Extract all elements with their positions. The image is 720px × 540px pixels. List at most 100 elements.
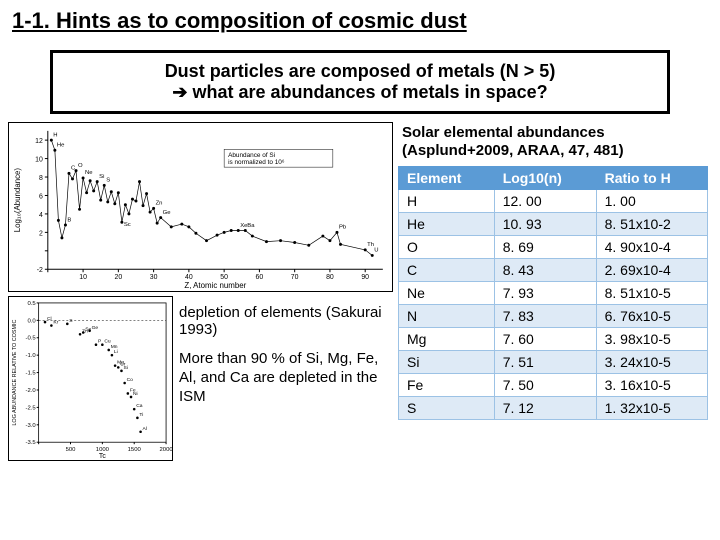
svg-text:-2: -2 <box>37 267 43 274</box>
table-cell: Mg <box>399 328 495 351</box>
abundance-chart: -224681012102030405060708090Z, Atomic nu… <box>8 122 393 292</box>
table-cell: Ne <box>399 282 495 305</box>
svg-text:90: 90 <box>361 274 369 281</box>
svg-text:H: H <box>53 132 57 138</box>
content-area: -224681012102030405060708090Z, Atomic nu… <box>0 122 720 461</box>
svg-text:Tc: Tc <box>99 453 106 460</box>
table-cell: 3. 16x10-5 <box>596 374 707 397</box>
svg-text:1500: 1500 <box>128 447 142 453</box>
svg-text:Si: Si <box>99 174 104 180</box>
table-row: He10. 938. 51x10-2 <box>399 213 708 236</box>
svg-text:12: 12 <box>35 138 43 145</box>
svg-text:20: 20 <box>115 274 123 281</box>
depletion-chart: -3.5-3.0-2.5-2.0-1.5-1.0-0.50.00.5500100… <box>8 296 173 461</box>
table-row: N7. 836. 76x10-5 <box>399 305 708 328</box>
right-column: Solar elemental abundances (Asplund+2009… <box>398 122 708 461</box>
svg-text:Zn: Zn <box>156 201 163 207</box>
svg-text:6: 6 <box>39 193 43 200</box>
table-cell: 10. 93 <box>494 213 596 236</box>
svg-text:2000: 2000 <box>160 447 172 453</box>
table-cell: Fe <box>399 374 495 397</box>
table-cell: N <box>399 305 495 328</box>
svg-text:60: 60 <box>256 274 264 281</box>
table-row: Fe7. 503. 16x10-5 <box>399 374 708 397</box>
svg-text:-0.5: -0.5 <box>25 336 36 342</box>
svg-text:0.5: 0.5 <box>27 301 36 307</box>
svg-text:U: U <box>374 248 378 254</box>
table-row: S7. 121. 32x10-5 <box>399 397 708 420</box>
text-block: depletion of elements (Sakurai 1993) Mor… <box>173 296 388 461</box>
table-cell: 1. 00 <box>596 190 707 213</box>
svg-text:-2.5: -2.5 <box>25 405 36 411</box>
svg-text:2: 2 <box>39 230 43 237</box>
table-cell: H <box>399 190 495 213</box>
svg-text:10: 10 <box>35 157 43 164</box>
slide-title: 1-1. Hints as to composition of cosmic d… <box>0 0 720 42</box>
table-cell: 8. 51x10-5 <box>596 282 707 305</box>
svg-text:Si: Si <box>123 365 127 371</box>
abundance-table: ElementLog10(n)Ratio to H H12. 001. 00He… <box>398 166 708 420</box>
table-row: C8. 432. 69x10-4 <box>399 259 708 282</box>
svg-text:Ge: Ge <box>92 325 99 331</box>
table-header: Ratio to H <box>596 167 707 190</box>
svg-text:8: 8 <box>39 175 43 182</box>
svg-text:LOG ABUNDANCE RELATIVE TO COSM: LOG ABUNDANCE RELATIVE TO COSMIC <box>12 319 18 425</box>
svg-text:Ba: Ba <box>247 223 255 229</box>
table-row: Ne7. 938. 51x10-5 <box>399 282 708 305</box>
table-cell: S <box>399 397 495 420</box>
svg-text:Co: Co <box>127 377 134 383</box>
table-cell: 7. 51 <box>494 351 596 374</box>
svg-text:Th: Th <box>367 242 374 248</box>
table-row: O8. 694. 90x10-4 <box>399 236 708 259</box>
table-cell: 4. 90x10-4 <box>596 236 707 259</box>
table-cell: 1. 32x10-5 <box>596 397 707 420</box>
table-cell: 3. 24x10-5 <box>596 351 707 374</box>
table-row: H12. 001. 00 <box>399 190 708 213</box>
table-row: Si7. 513. 24x10-5 <box>399 351 708 374</box>
svg-text:-1.0: -1.0 <box>25 353 36 359</box>
svg-text:Sc: Sc <box>124 222 131 228</box>
svg-text:500: 500 <box>66 447 77 453</box>
box-line1: Dust particles are composed of metals (N… <box>165 61 556 81</box>
table-cell: 7. 83 <box>494 305 596 328</box>
svg-text:30: 30 <box>150 274 158 281</box>
table-cell: 8. 43 <box>494 259 596 282</box>
svg-text:-1.5: -1.5 <box>25 371 36 377</box>
svg-text:S: S <box>69 318 73 324</box>
svg-text:10: 10 <box>79 274 87 281</box>
svg-text:-3.5: -3.5 <box>25 440 36 446</box>
table-cell: He <box>399 213 495 236</box>
svg-text:Pb: Pb <box>339 225 347 231</box>
table-cell: 7. 60 <box>494 328 596 351</box>
table-cell: 8. 51x10-2 <box>596 213 707 236</box>
svg-text:80: 80 <box>326 274 334 281</box>
svg-text:Z, Atomic number: Z, Atomic number <box>184 281 246 290</box>
svg-text:Log₁₀(Abundance): Log₁₀(Abundance) <box>13 168 22 233</box>
table-cell: 12. 00 <box>494 190 596 213</box>
highlight-box: Dust particles are composed of metals (N… <box>50 50 670 114</box>
svg-text:Cl: Cl <box>47 316 52 322</box>
table-cell: C <box>399 259 495 282</box>
bottom-row: -3.5-3.0-2.5-2.0-1.5-1.0-0.50.00.5500100… <box>8 296 398 461</box>
svg-text:is normalized to 10⁶: is normalized to 10⁶ <box>228 159 285 166</box>
svg-text:Al: Al <box>143 426 147 432</box>
svg-text:-3.0: -3.0 <box>25 423 36 429</box>
svg-text:B: B <box>67 217 71 223</box>
box-line2: ➔ what are abundances of metals in space… <box>67 82 653 103</box>
depletion-caption: depletion of elements (Sakurai 1993) <box>179 304 382 338</box>
svg-text:Ca: Ca <box>136 403 143 409</box>
svg-text:-2.0: -2.0 <box>25 388 36 394</box>
svg-text:Ti: Ti <box>139 412 143 418</box>
table-cell: Si <box>399 351 495 374</box>
svg-text:P: P <box>98 339 102 345</box>
table-cell: O <box>399 236 495 259</box>
svg-text:O: O <box>78 163 83 169</box>
svg-text:4: 4 <box>39 212 43 219</box>
table-row: Mg7. 603. 98x10-5 <box>399 328 708 351</box>
svg-text:S: S <box>106 178 110 184</box>
svg-text:Ne: Ne <box>85 170 93 176</box>
svg-text:Cu: Cu <box>104 339 111 345</box>
svg-text:He: He <box>57 143 65 149</box>
table-cell: 8. 69 <box>494 236 596 259</box>
table-cell: 7. 50 <box>494 374 596 397</box>
